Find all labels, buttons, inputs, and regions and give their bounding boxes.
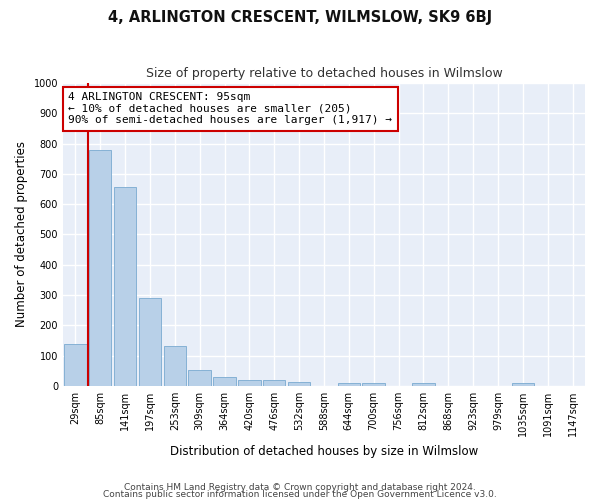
Bar (188, 370, 211, 386)
Text: 4, ARLINGTON CRESCENT, WILMSLOW, SK9 6BJ: 4, ARLINGTON CRESCENT, WILMSLOW, SK9 6BJ (108, 10, 492, 25)
Text: Contains HM Land Registry data © Crown copyright and database right 2024.: Contains HM Land Registry data © Crown c… (124, 484, 476, 492)
Bar (164, 346, 186, 386)
Bar (238, 380, 260, 386)
Bar (412, 382, 434, 386)
Bar (362, 383, 385, 386)
X-axis label: Distribution of detached houses by size in Wilmslow: Distribution of detached houses by size … (170, 444, 478, 458)
Bar (512, 383, 534, 386)
Text: Contains public sector information licensed under the Open Government Licence v3: Contains public sector information licen… (103, 490, 497, 499)
Y-axis label: Number of detached properties: Number of detached properties (15, 142, 28, 328)
Bar (214, 378, 236, 386)
Bar (114, 186, 136, 386)
Bar (89, 150, 112, 386)
Bar (139, 298, 161, 386)
Text: 4 ARLINGTON CRESCENT: 95sqm
← 10% of detached houses are smaller (205)
90% of se: 4 ARLINGTON CRESCENT: 95sqm ← 10% of det… (68, 92, 392, 126)
Bar (288, 382, 310, 386)
Title: Size of property relative to detached houses in Wilmslow: Size of property relative to detached ho… (146, 68, 502, 80)
Bar (64, 344, 86, 386)
Bar (263, 380, 286, 386)
Bar (338, 383, 360, 386)
